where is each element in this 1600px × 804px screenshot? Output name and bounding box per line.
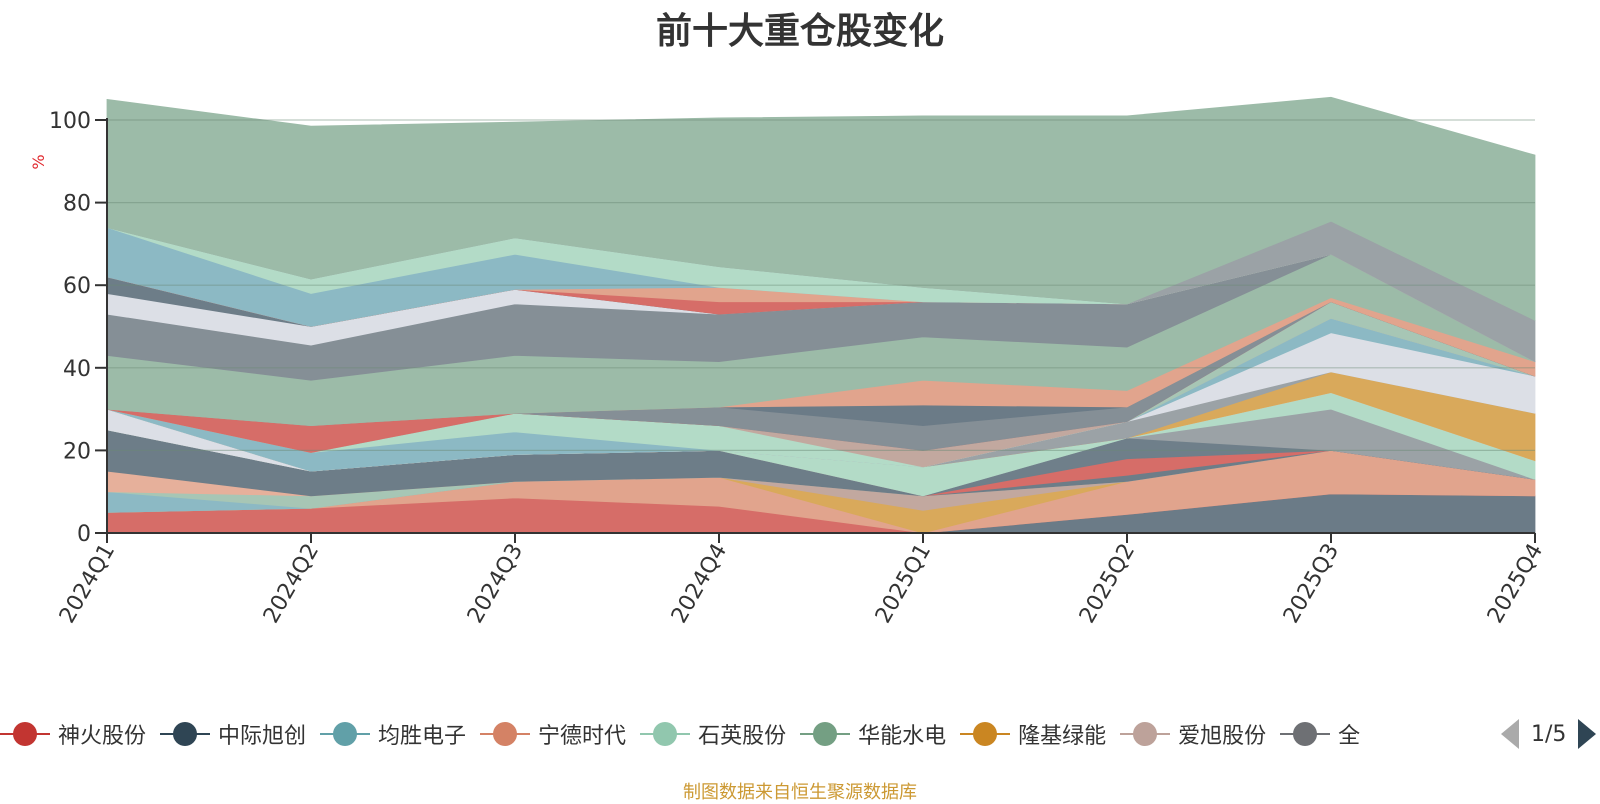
legend-label: 均胜电子 <box>378 724 467 749</box>
x-tick-label-7: 2025Q4 <box>1483 540 1548 628</box>
legend-pager: 1/5 <box>1495 716 1600 752</box>
legend-label: 宁德时代 <box>538 724 627 749</box>
legend-label: 爱旭股份 <box>1178 724 1267 749</box>
legend-item-5[interactable]: 华能水电 <box>800 718 946 750</box>
legend-marker-icon <box>640 722 691 746</box>
legend-marker-icon <box>480 722 531 746</box>
legend-label: 中际旭创 <box>218 724 307 749</box>
grid-lines <box>107 119 1535 451</box>
legend-item-4[interactable]: 石英股份 <box>640 718 786 750</box>
y-tick-label-60: 60 <box>63 274 91 299</box>
legend-item-6[interactable]: 隆基绿能 <box>960 718 1106 750</box>
y-tick-label-80: 80 <box>63 192 91 217</box>
area-layers <box>106 96 1536 534</box>
legend-marker-icon <box>800 722 851 746</box>
legend-label: 石英股份 <box>698 724 787 749</box>
legend-marker-icon <box>160 722 211 746</box>
legend-item-0[interactable]: 神火股份 <box>0 718 146 750</box>
legend-marker-icon <box>1120 722 1171 746</box>
x-tick-label-6: 2025Q3 <box>1279 540 1344 628</box>
legend-marker-icon <box>320 722 371 746</box>
pager-prev-icon[interactable] <box>1501 719 1519 749</box>
pager-next-icon[interactable] <box>1578 719 1597 749</box>
chart-title: 前十大重仓股变化 <box>655 11 944 52</box>
x-tick-label-3: 2024Q4 <box>667 540 732 628</box>
legend-label: 隆基绿能 <box>1018 724 1107 749</box>
legend-item-7[interactable]: 爱旭股份 <box>1120 718 1266 750</box>
axes <box>95 118 1536 543</box>
y-tick-label-100: 100 <box>49 109 91 134</box>
y-tick-label-0: 0 <box>77 522 91 547</box>
y-axis-label: % <box>29 154 48 169</box>
legend-item-1[interactable]: 中际旭创 <box>160 718 306 750</box>
legend-marker-icon <box>1280 722 1331 746</box>
x-tick-label-4: 2025Q1 <box>871 540 936 628</box>
y-tick-label-20: 20 <box>63 439 91 464</box>
legend-marker-icon <box>960 722 1011 746</box>
legend: 神火股份 中际旭创 均胜电子 宁德时代 石英股份 华能水电 隆基绿能 爱旭股份 全 <box>0 716 1485 752</box>
legend-item-8[interactable]: 全 <box>1280 718 1360 750</box>
pager-text: 1/5 <box>1531 721 1567 747</box>
x-tick-label-1: 2024Q2 <box>259 540 324 628</box>
legend-label: 全 <box>1338 724 1361 749</box>
legend-marker-icon <box>0 722 50 746</box>
x-tick-label-0: 2024Q1 <box>55 540 120 628</box>
legend-label: 华能水电 <box>858 724 947 749</box>
x-tick-label-5: 2025Q2 <box>1075 540 1140 628</box>
legend-label: 神火股份 <box>58 724 147 749</box>
source-note: 制图数据来自恒生聚源数据库 <box>683 782 917 803</box>
area-series-34[interactable] <box>106 96 1536 321</box>
y-tick-label-40: 40 <box>63 357 91 382</box>
legend-item-3[interactable]: 宁德时代 <box>480 718 626 750</box>
legend-item-2[interactable]: 均胜电子 <box>320 718 466 750</box>
x-tick-label-2: 2024Q3 <box>463 540 528 628</box>
